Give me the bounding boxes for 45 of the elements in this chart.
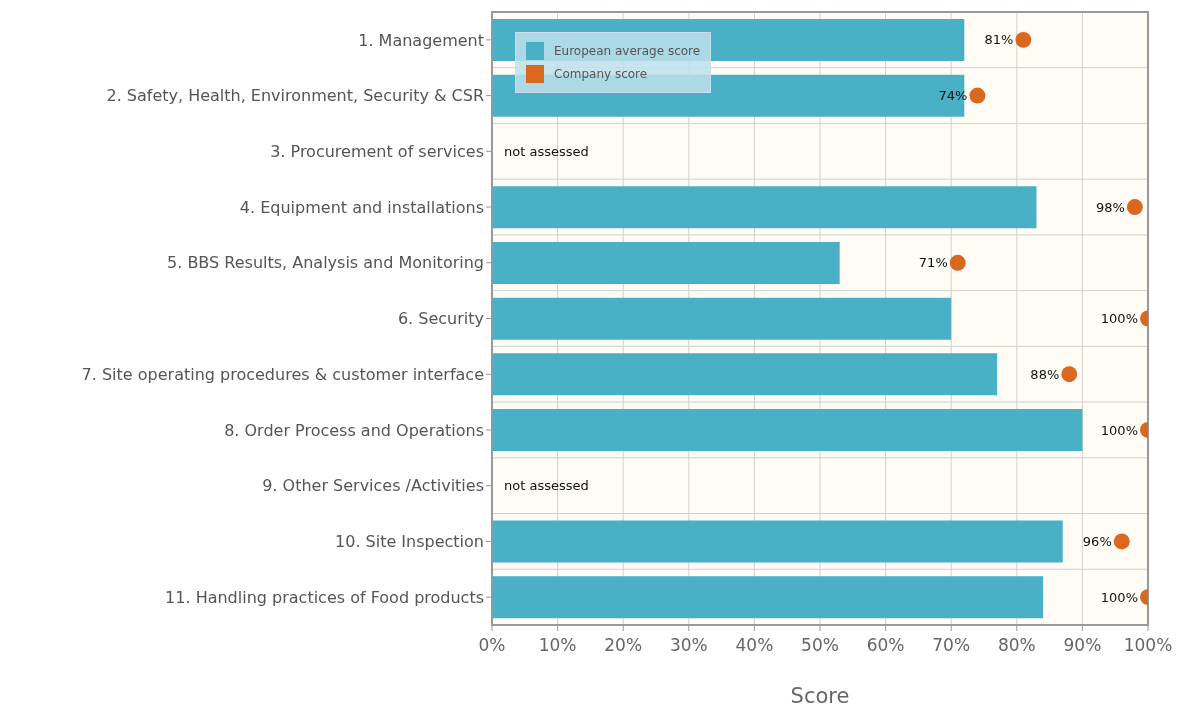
x-tick-label: 80% (997, 635, 1036, 656)
data-label: 81% (984, 32, 1014, 48)
y-tick-label: 2. Safety, Health, Environment, Security & CSR (106, 86, 484, 106)
x-tick-label: 0% (478, 635, 506, 656)
bar (492, 241, 840, 284)
y-tick-label: 8. Order Process and Operations (224, 420, 484, 440)
point (949, 254, 966, 271)
x-tick-label: 100% (1123, 635, 1173, 656)
x-tick-label: 10% (538, 635, 577, 656)
data-label: 100% (1100, 422, 1138, 438)
bar (492, 576, 1044, 619)
bar (492, 520, 1063, 563)
x-tick-label: 20% (604, 635, 643, 656)
annotation: not assessed (504, 478, 589, 494)
x-tick-label: 60% (866, 635, 905, 656)
y-tick-label: 5. BBS Results, Analysis and Monitoring (167, 253, 484, 273)
y-tick-label: 9. Other Services /Activities (262, 476, 484, 496)
bar (492, 297, 952, 340)
bar (492, 186, 1037, 229)
x-tick-label: 30% (669, 635, 708, 656)
y-tick-label: 7. Site operating procedures & customer interface (81, 364, 484, 384)
y-tick-label: 10. Site Inspection (335, 532, 484, 552)
bar (492, 353, 998, 396)
annotation: not assessed (504, 143, 589, 159)
data-label: 96% (1082, 533, 1112, 549)
legend-label: European average score (554, 44, 701, 58)
data-label: 88% (1030, 366, 1060, 382)
point (969, 87, 986, 104)
y-tick-label: 1. Management (358, 30, 484, 50)
data-label: 100% (1100, 589, 1138, 605)
x-tick-label: 70% (932, 635, 971, 656)
y-tick-label: 11. Handling practices of Food products (165, 587, 484, 607)
x-tick-label: 40% (735, 635, 774, 656)
x-tick-label: 90% (1063, 635, 1102, 656)
x-axis-title: Score (790, 684, 850, 708)
y-tick-label: 3. Procurement of services (270, 142, 484, 161)
data-label: 100% (1100, 311, 1138, 327)
y-tick-label: 6. Security (397, 309, 484, 329)
data-label: 98% (1095, 199, 1125, 215)
legend-label: Company score (554, 67, 648, 81)
bar (492, 409, 1083, 452)
point (1015, 31, 1032, 48)
data-label: 71% (918, 255, 948, 271)
y-tick-label: 4. Equipment and installations (239, 197, 484, 217)
x-tick-label: 50% (801, 635, 839, 656)
